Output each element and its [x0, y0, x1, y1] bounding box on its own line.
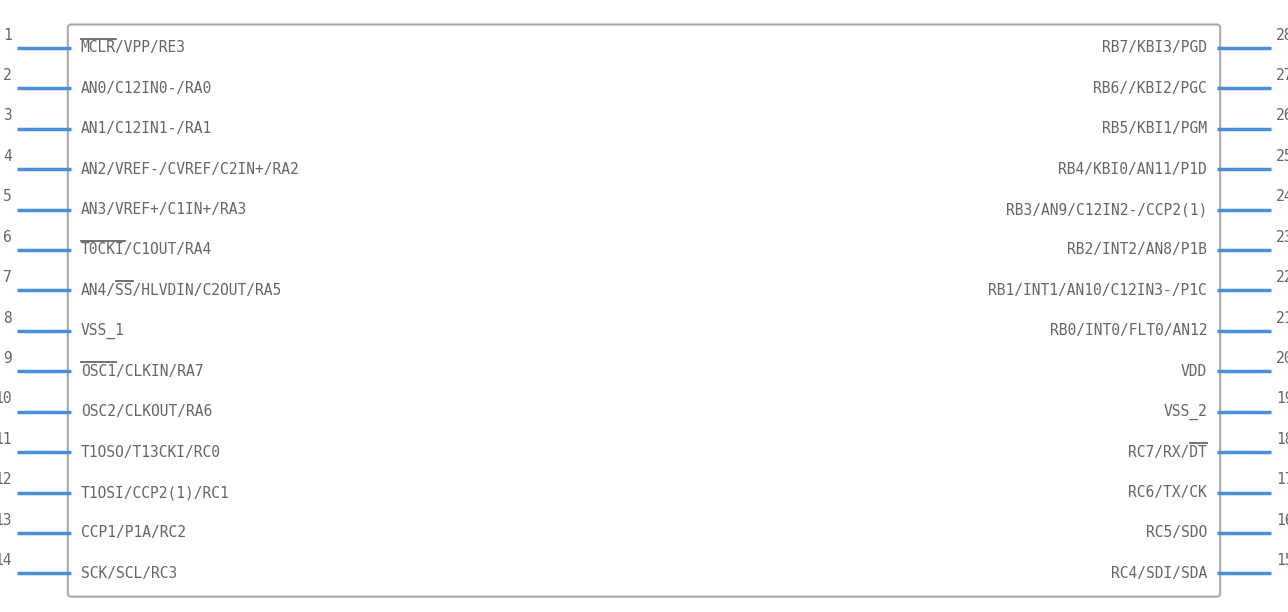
Text: 1: 1 — [3, 28, 12, 43]
Text: T0CKI/C1OUT/RA4: T0CKI/C1OUT/RA4 — [81, 242, 213, 258]
Text: 18: 18 — [1276, 432, 1288, 447]
Text: 22: 22 — [1276, 270, 1288, 285]
Text: 13: 13 — [0, 513, 12, 528]
Text: OSC2/CLKOUT/RA6: OSC2/CLKOUT/RA6 — [81, 404, 213, 419]
Text: SCK/SCL/RC3: SCK/SCL/RC3 — [81, 566, 176, 581]
Text: 19: 19 — [1276, 392, 1288, 406]
Text: RC6/TX/CK: RC6/TX/CK — [1128, 485, 1207, 500]
Text: 27: 27 — [1276, 68, 1288, 83]
Text: 8: 8 — [3, 310, 12, 326]
Text: T1OSI/CCP2(1)/RC1: T1OSI/CCP2(1)/RC1 — [81, 485, 229, 500]
Text: AN2/VREF-/CVREF/C2IN+/RA2: AN2/VREF-/CVREF/C2IN+/RA2 — [81, 162, 300, 177]
Text: RB6//KBI2/PGC: RB6//KBI2/PGC — [1094, 81, 1207, 95]
Text: 28: 28 — [1276, 28, 1288, 43]
Text: 11: 11 — [0, 432, 12, 447]
Text: RB1/INT1/AN10/C12IN3-/P1C: RB1/INT1/AN10/C12IN3-/P1C — [988, 283, 1207, 298]
Text: 21: 21 — [1276, 310, 1288, 326]
Text: AN0/C12IN0-/RA0: AN0/C12IN0-/RA0 — [81, 81, 213, 95]
Text: RC7/RX/DT: RC7/RX/DT — [1128, 444, 1207, 460]
Text: RB7/KBI3/PGD: RB7/KBI3/PGD — [1103, 40, 1207, 55]
Text: 26: 26 — [1276, 108, 1288, 124]
Text: 17: 17 — [1276, 472, 1288, 487]
Text: 5: 5 — [3, 189, 12, 204]
Text: RB0/INT0/FLT0/AN12: RB0/INT0/FLT0/AN12 — [1050, 323, 1207, 338]
Text: VSS_1: VSS_1 — [81, 323, 125, 339]
Text: CCP1/P1A/RC2: CCP1/P1A/RC2 — [81, 526, 185, 540]
Text: OSC1/CLKIN/RA7: OSC1/CLKIN/RA7 — [81, 364, 204, 379]
Text: 2: 2 — [3, 68, 12, 83]
Text: AN3/VREF+/C1IN+/RA3: AN3/VREF+/C1IN+/RA3 — [81, 202, 247, 217]
Text: AN4/SS/HLVDIN/C2OUT/RA5: AN4/SS/HLVDIN/C2OUT/RA5 — [81, 283, 282, 298]
Text: RC5/SDO: RC5/SDO — [1146, 526, 1207, 540]
Text: 23: 23 — [1276, 230, 1288, 245]
Text: RB4/KBI0/AN11/P1D: RB4/KBI0/AN11/P1D — [1059, 162, 1207, 177]
Text: 24: 24 — [1276, 189, 1288, 204]
Text: RB2/INT2/AN8/P1B: RB2/INT2/AN8/P1B — [1068, 242, 1207, 258]
FancyBboxPatch shape — [68, 24, 1220, 597]
Text: RB3/AN9/C12IN2-/CCP2(1): RB3/AN9/C12IN2-/CCP2(1) — [1006, 202, 1207, 217]
Text: 14: 14 — [0, 553, 12, 568]
Text: RB5/KBI1/PGM: RB5/KBI1/PGM — [1103, 121, 1207, 136]
Text: 6: 6 — [3, 230, 12, 245]
Text: VDD: VDD — [1181, 364, 1207, 379]
Text: 12: 12 — [0, 472, 12, 487]
Text: AN1/C12IN1-/RA1: AN1/C12IN1-/RA1 — [81, 121, 213, 136]
Text: VSS_2: VSS_2 — [1163, 403, 1207, 420]
Text: 4: 4 — [3, 149, 12, 164]
Text: MCLR/VPP/RE3: MCLR/VPP/RE3 — [81, 40, 185, 55]
Text: 10: 10 — [0, 392, 12, 406]
Text: 9: 9 — [3, 351, 12, 366]
Text: T1OSO/T13CKI/RC0: T1OSO/T13CKI/RC0 — [81, 444, 220, 460]
Text: 16: 16 — [1276, 513, 1288, 528]
Text: 25: 25 — [1276, 149, 1288, 164]
Text: 15: 15 — [1276, 553, 1288, 568]
Text: 3: 3 — [3, 108, 12, 124]
Text: 20: 20 — [1276, 351, 1288, 366]
Text: RC4/SDI/SDA: RC4/SDI/SDA — [1112, 566, 1207, 581]
Text: 7: 7 — [3, 270, 12, 285]
